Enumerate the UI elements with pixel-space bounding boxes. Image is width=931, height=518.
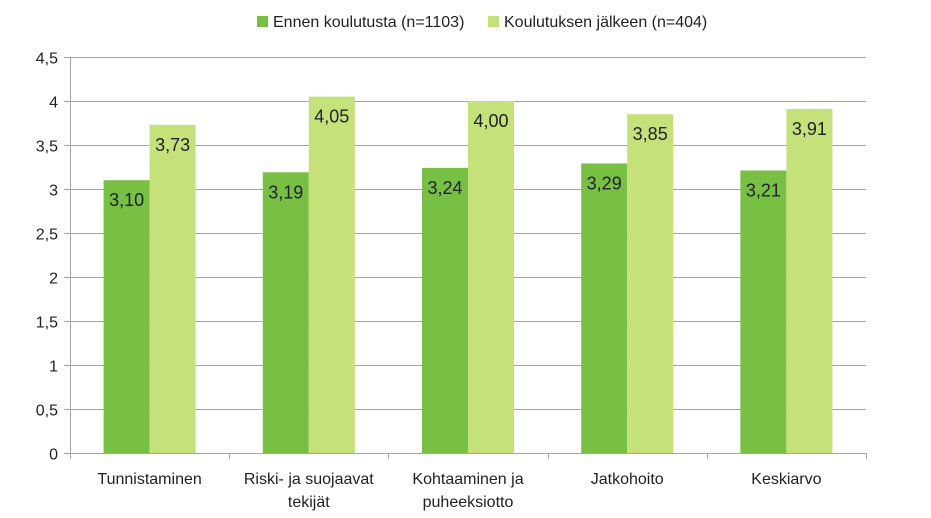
data-label: 3,73: [155, 135, 190, 155]
x-tick-label: tekijät: [288, 494, 330, 511]
y-tick-label: 0,5: [36, 403, 58, 420]
bar: [103, 180, 150, 453]
bar: [262, 172, 309, 453]
legend-label: Ennen koulutusta (n=1103): [273, 14, 464, 31]
data-label: 3,19: [268, 182, 303, 202]
x-tick-label: Kohtaaminen ja: [412, 471, 523, 488]
bar: [422, 167, 468, 453]
bar: [581, 163, 628, 454]
bars: 3,10 3,19 3,24 3,29 3,21 3,73 4,05 4,00 3,85 3,91: [103, 96, 833, 454]
y-tick-label: 1: [49, 359, 58, 376]
data-label: 3,24: [427, 178, 462, 198]
data-label: 3,21: [746, 181, 781, 201]
y-tick-label: 0: [49, 447, 58, 464]
x-tick-label: Keskiarvo: [751, 471, 821, 488]
y-tick-label: 3: [49, 183, 58, 200]
data-label: 3,10: [109, 190, 144, 210]
bar: [308, 96, 355, 453]
bar: [627, 114, 674, 453]
x-tick-label: Jatkohoito: [591, 471, 664, 488]
bar: [149, 124, 196, 453]
x-axis: Tunnistaminen Riski- ja suojaavat tekijät K…: [70, 453, 867, 511]
data-label: 3,85: [633, 124, 668, 144]
legend: Ennen koulutusta (n=1103) Koulutuksen jäl…: [257, 14, 707, 31]
y-tick-label: 3,5: [36, 139, 58, 156]
legend-swatch: [488, 16, 499, 27]
bar: [468, 101, 514, 453]
y-tick-label: 4: [49, 95, 58, 112]
y-axis: 0 0,5 1 1,5 2 2,5 3 3,5 4 4,5: [36, 51, 71, 464]
legend-swatch: [257, 16, 268, 27]
data-label: 3,91: [792, 119, 827, 139]
legend-label: Koulutuksen jälkeen (n=404): [504, 14, 707, 31]
y-tick-label: 2,5: [36, 227, 58, 244]
x-tick-label: Riski- ja suojaavat: [244, 471, 374, 488]
y-tick-label: 4,5: [36, 51, 58, 68]
bar: [740, 170, 787, 453]
data-label: 3,29: [587, 173, 622, 193]
x-tick-label: puheeksiotto: [423, 494, 514, 511]
data-label: 4,05: [314, 107, 349, 127]
y-tick-label: 1,5: [36, 315, 58, 332]
bar: [786, 108, 833, 454]
x-tick-label: Tunnistaminen: [97, 471, 201, 488]
y-tick-label: 2: [49, 271, 58, 288]
data-label: 4,00: [473, 111, 508, 131]
